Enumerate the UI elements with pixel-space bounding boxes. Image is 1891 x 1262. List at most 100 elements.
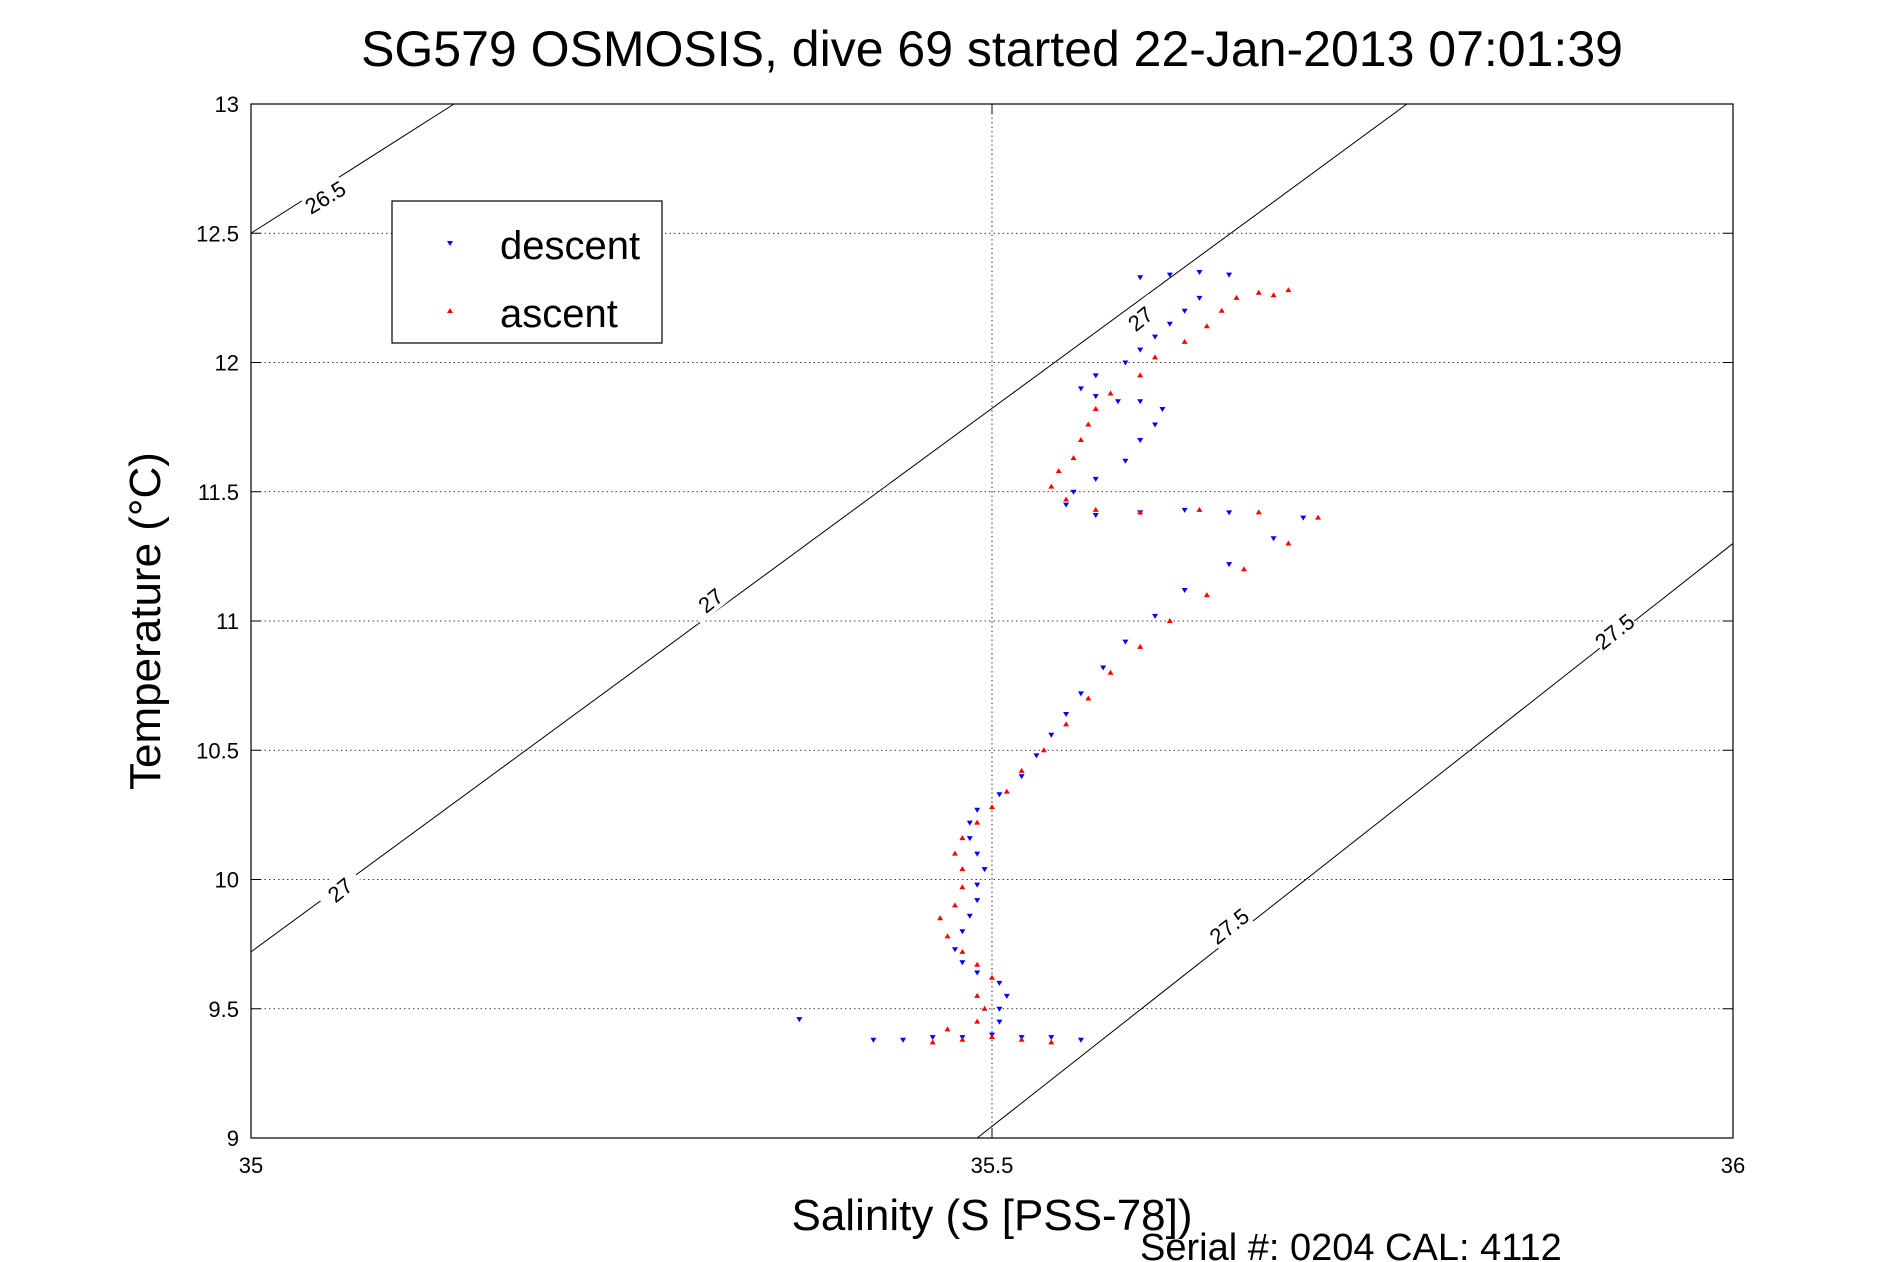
descent-point xyxy=(1196,295,1203,301)
y-tick-label: 10.5 xyxy=(196,738,239,763)
x-tick-label: 36 xyxy=(1721,1153,1745,1178)
descent-point xyxy=(1077,691,1084,697)
isopycnal-label-bg xyxy=(1114,293,1165,342)
ascent-point xyxy=(1137,509,1144,515)
isopycnal-label-bg xyxy=(684,575,736,624)
ascent-point xyxy=(1233,294,1240,300)
descent-point xyxy=(1077,1037,1084,1043)
descent-series xyxy=(796,270,1307,1043)
isopycnal-label-bg xyxy=(299,173,351,219)
descent-point xyxy=(1181,308,1188,314)
descent-point xyxy=(959,960,966,966)
descent-point xyxy=(1070,489,1077,495)
ascent-point xyxy=(1203,323,1210,329)
ascent-point xyxy=(1166,618,1173,623)
descent-point xyxy=(1137,438,1144,444)
ascent-point xyxy=(1085,695,1092,701)
descent-point xyxy=(796,1017,803,1023)
ascent-point xyxy=(1181,338,1188,344)
ascent-point xyxy=(1107,669,1114,675)
y-tick-label: 12.5 xyxy=(196,221,239,246)
descent-point xyxy=(1152,334,1159,340)
isopycnal-label-bg xyxy=(1588,606,1640,655)
ascent-point xyxy=(1196,506,1203,512)
descent-point xyxy=(1159,407,1166,413)
descent-point xyxy=(1137,399,1144,405)
y-tick-label: 11.5 xyxy=(198,480,239,505)
ascent-point xyxy=(1063,721,1070,727)
descent-point xyxy=(1092,394,1099,400)
ascent-point xyxy=(1040,747,1047,753)
descent-point xyxy=(1092,513,1099,519)
ascent-point xyxy=(959,948,966,954)
ascent-point xyxy=(1203,592,1210,598)
ascent-point xyxy=(1137,643,1144,649)
ascent-point xyxy=(974,961,981,967)
isopycnal-line xyxy=(250,103,455,234)
ascent-series xyxy=(929,287,1322,1045)
serial-cal-footer: Serial #: 0204 CAL: 4112 xyxy=(1140,1227,1562,1262)
grid xyxy=(251,104,1733,1138)
descent-point xyxy=(966,913,973,919)
chart-title: SG579 OSMOSIS, dive 69 started 22-Jan-20… xyxy=(361,21,1623,77)
ascent-point xyxy=(1085,421,1092,427)
ascent-point xyxy=(981,1005,988,1011)
descent-point xyxy=(959,929,966,935)
descent-point xyxy=(1181,587,1188,593)
ascent-point xyxy=(1018,1036,1025,1042)
ascent-point xyxy=(1218,307,1225,313)
descent-point xyxy=(1077,386,1084,392)
descent-point xyxy=(900,1037,907,1043)
descent-point xyxy=(1196,270,1203,276)
ascent-point xyxy=(1285,540,1292,546)
descent-point xyxy=(870,1037,877,1043)
y-tick-label: 10 xyxy=(215,868,239,893)
descent-point xyxy=(1092,373,1099,379)
ascent-point xyxy=(959,1036,966,1042)
ascent-point xyxy=(929,1039,936,1045)
descent-point xyxy=(974,882,981,888)
ascent-point xyxy=(974,992,981,998)
ascent-point xyxy=(1107,390,1114,396)
axis-ticks: 35 35.5 36 9 9.5 10 10.5 11 11.5 12 12.5 13 xyxy=(196,92,1745,1178)
ascent-point xyxy=(1055,468,1062,474)
ascent-point xyxy=(951,902,958,908)
ascent-point xyxy=(1255,289,1262,295)
x-tick-label: 35 xyxy=(239,1153,263,1178)
ascent-point xyxy=(1285,287,1292,293)
descent-point xyxy=(1018,774,1025,780)
legend-descent-marker xyxy=(447,241,453,246)
descent-point xyxy=(974,898,981,904)
ascent-point xyxy=(959,835,966,841)
ascent-point xyxy=(1240,566,1247,572)
isopycnal-line xyxy=(250,103,1408,953)
descent-point xyxy=(1137,275,1144,281)
ascent-point xyxy=(1152,354,1159,360)
descent-point xyxy=(974,851,981,857)
y-axis-title: Temperature (°C) xyxy=(121,452,170,790)
descent-point xyxy=(1122,639,1129,645)
ascent-point xyxy=(951,850,958,856)
descent-point xyxy=(1166,272,1173,278)
x-tick-label: 35.5 xyxy=(971,1153,1014,1178)
ascent-point xyxy=(1092,506,1099,512)
legend: descent ascent xyxy=(391,200,663,344)
descent-point xyxy=(1300,515,1307,521)
ascent-point xyxy=(944,1026,951,1032)
descent-point xyxy=(1063,712,1070,718)
descent-point xyxy=(981,867,988,873)
ascent-point xyxy=(1048,483,1055,489)
ascent-point xyxy=(989,1034,995,1040)
descent-point xyxy=(1166,321,1173,327)
legend-descent-label: descent xyxy=(500,224,640,268)
descent-point xyxy=(966,820,973,826)
descent-point xyxy=(996,792,1003,798)
descent-point xyxy=(1033,753,1040,759)
ascent-point xyxy=(1092,406,1099,412)
ascent-point xyxy=(944,933,951,939)
legend-box xyxy=(391,200,663,344)
descent-point xyxy=(996,1019,1003,1025)
ascent-point xyxy=(1270,292,1277,298)
